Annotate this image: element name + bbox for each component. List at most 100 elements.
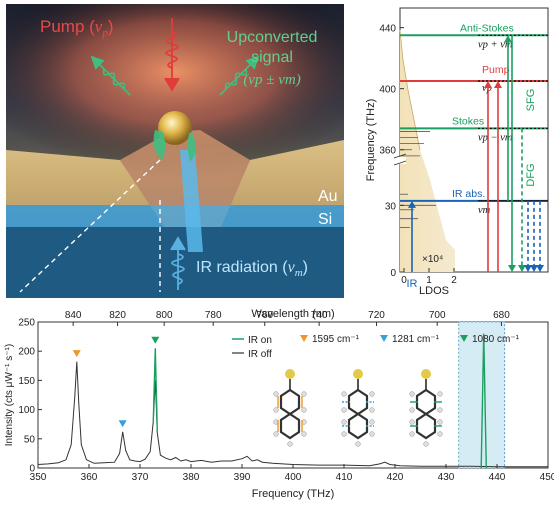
ytick-label-0: 0: [29, 464, 35, 475]
molecule-1-ring1-icon: [347, 388, 369, 416]
mode-label-0: 1595 cm⁻¹: [312, 334, 360, 345]
legend-ir-on: IR on: [248, 335, 272, 346]
top-tick-label-700: 700: [429, 310, 446, 321]
molecule-1-h-4: [341, 419, 347, 425]
pump-label: Pump (νp): [40, 17, 114, 39]
formula-stokes: νp − νm: [478, 132, 513, 143]
au-label: Au: [318, 188, 338, 205]
molecule-2-h-7: [437, 431, 443, 437]
ytick-label-150: 150: [18, 376, 35, 387]
arrow-ir-down-3-head: [536, 265, 544, 272]
molecule-0-h-7: [301, 431, 307, 437]
molecule-0-h-2: [273, 407, 279, 413]
ytick-label-100: 100: [18, 405, 35, 416]
sfg-label: SFG: [525, 89, 537, 112]
xtick-label-400: 400: [285, 472, 302, 483]
molecule-0-h-3: [301, 407, 307, 413]
molecule-2-h-4: [409, 419, 415, 425]
arrow-sfg-down-head: [508, 265, 516, 272]
top-axis-label: Wavelength (nm): [251, 308, 334, 320]
panel-b-ylabel: Frequency (THz): [365, 99, 377, 182]
top-tick-label-800: 800: [156, 310, 173, 321]
arrow-ir-down-2-head: [530, 265, 538, 272]
arrow-pump-head: [484, 81, 492, 89]
arrow-ir-down-1-head: [524, 265, 532, 272]
panel-b-yticks: 440 400 360 30 0: [379, 24, 404, 279]
substrate: [6, 227, 344, 298]
dfg-label: DFG: [525, 163, 537, 186]
panel-b-multiplier: ×10⁴: [422, 254, 443, 265]
ir-wave-icon: [170, 236, 186, 290]
formula-pump: νp: [482, 83, 492, 94]
molecule-sketches: [273, 369, 443, 447]
xtick-label-350: 350: [30, 472, 47, 483]
xtick-label-390: 390: [234, 472, 251, 483]
molecule-0-ring2-icon: [279, 412, 301, 440]
molecule-2-sulfur-icon: [421, 369, 431, 379]
upconverted-formula: (νp ± νm): [243, 72, 300, 88]
molecule-1-ring2-icon: [347, 412, 369, 440]
arrow-dfg-down-head: [518, 265, 526, 272]
molecule-1-h-2: [341, 407, 347, 413]
si-label: Si: [318, 211, 332, 228]
au-film: [6, 140, 344, 252]
panel-c-top-ticks: 840 820 800 780 760 740 720 700 680: [65, 310, 510, 326]
molecule-1-h-1: [369, 391, 375, 397]
mode-label-2: 1080 cm⁻¹: [472, 334, 520, 345]
molecule-0-h-0: [273, 391, 279, 397]
ir-label: IR: [407, 278, 418, 290]
panel-c-ticks: 350 360 370 380 390 400 410 420 430 440 450 0 50 100 1…: [18, 318, 554, 484]
molecule-2-ring1-icon: [415, 388, 437, 416]
molecule-2-h-3: [437, 407, 443, 413]
ytick-label-250: 250: [18, 318, 35, 329]
ytick-label-b-0: 0: [390, 268, 396, 279]
molecule-2-h-8: [423, 441, 429, 447]
panel-b-arrows: [408, 35, 544, 272]
hotspot-right: [187, 132, 196, 162]
panel-a-illustration: Pump (νp) Upconverted signal (νp ± νm) A…: [6, 4, 344, 298]
molecule-1-h-6: [341, 431, 347, 437]
series-ir-off: [37, 361, 548, 468]
signal-wave-right-icon: [219, 55, 260, 96]
top-tick-label-760: 760: [256, 310, 273, 321]
xtick-label-420: 420: [387, 472, 404, 483]
label-pump: Pump: [482, 64, 510, 76]
ytick-label-b-440: 440: [379, 24, 396, 35]
ir-radiation-label: IR radiation (νm): [196, 259, 308, 279]
top-tick-label-840: 840: [65, 310, 82, 321]
panel-b-levels: Anti-Stokes νp + νm Pump νp Stokes νp − νm IR …: [400, 22, 548, 216]
axis-break-icon: [393, 153, 407, 166]
molecule-0-h-8: [287, 441, 293, 447]
xtick-label-430: 430: [438, 472, 455, 483]
molecule-1-h-3: [369, 407, 375, 413]
xtick-label-b-2: 2: [451, 275, 457, 286]
arrow-pump-2-head: [494, 81, 502, 89]
xtick-label-380: 380: [183, 472, 200, 483]
molecule-1-h-8: [355, 441, 361, 447]
molecule-2-h-5: [437, 419, 443, 425]
upconverted-line1: Upconverted: [227, 29, 318, 46]
mode-legend: 1595 cm⁻¹ 1281 cm⁻¹ 1080 cm⁻¹: [300, 334, 520, 345]
molecule-0-ring1-icon: [279, 388, 301, 416]
xtick-label-410: 410: [336, 472, 353, 483]
hotspot-left: [153, 130, 166, 160]
molecule-0-sulfur-icon: [285, 369, 295, 379]
series-ir-on: [152, 333, 487, 469]
panel-b-energy-diagram: 440 400 360 30 0 0 1 2 Frequency (THz) LDOS ×1…: [365, 7, 549, 297]
molecule-2-h-2: [409, 407, 415, 413]
xtick-label-450: 450: [540, 472, 554, 483]
molecule-2-h-6: [409, 431, 415, 437]
ytick-label-b-400: 400: [379, 85, 396, 96]
top-tick-label-720: 720: [368, 310, 385, 321]
ldos-fill: [400, 30, 455, 272]
gold-nanoparticle: [158, 111, 192, 145]
molecule-1-h-5: [369, 419, 375, 425]
legend: IR on IR off: [232, 335, 272, 360]
peak-markers: [72, 336, 160, 428]
ytick-label-50: 50: [24, 434, 36, 445]
arrow-sfg-head: [504, 35, 512, 43]
top-tick-label-740: 740: [311, 310, 328, 321]
signal-wave-left-icon: [90, 55, 131, 96]
y-axis-label: Intensity (cts μW⁻¹ s⁻¹): [4, 344, 15, 446]
legend-ir-off: IR off: [248, 349, 272, 360]
